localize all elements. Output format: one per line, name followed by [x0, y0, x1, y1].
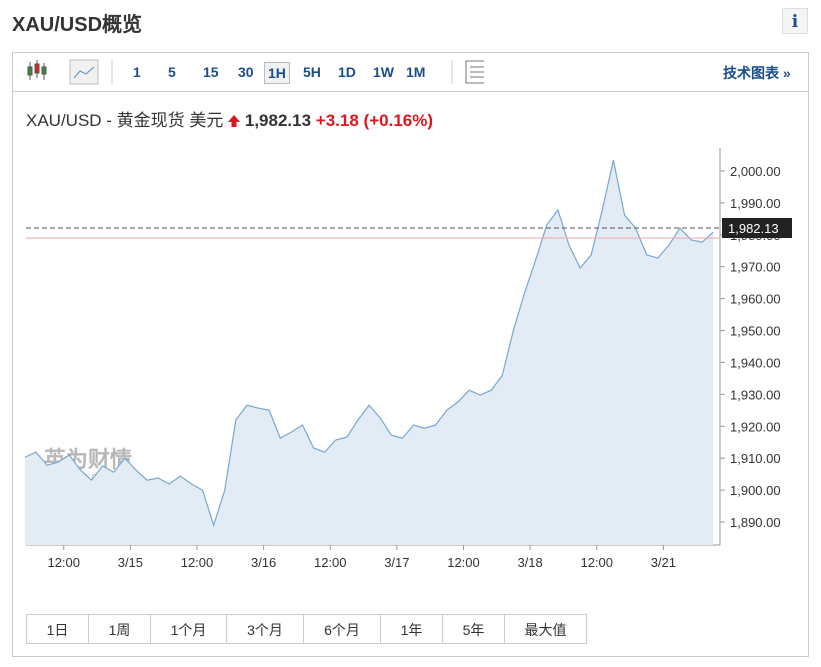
y-tick-label: 1,900.00: [730, 483, 781, 498]
x-tick-label: 3/17: [384, 555, 409, 570]
x-tick-label: 12:00: [447, 555, 480, 570]
y-tick-label: 1,920.00: [730, 419, 781, 434]
interval-button[interactable]: 5H: [303, 64, 321, 80]
candle-icon[interactable]: [27, 60, 47, 80]
toolbar-icons: [27, 59, 484, 85]
change: +3.18: [315, 111, 359, 130]
last-price-box: [722, 218, 792, 239]
interval-button[interactable]: 1W: [373, 64, 394, 80]
range-button[interactable]: 1周: [88, 614, 151, 644]
last-price-label: 1,982.13: [728, 221, 779, 236]
interval-button[interactable]: 1D: [338, 64, 356, 80]
range-button[interactable]: 1个月: [150, 614, 227, 644]
up-arrow: [228, 115, 241, 127]
y-tick-label: 1,910.00: [730, 451, 781, 466]
interval-button[interactable]: 1M: [406, 64, 426, 80]
x-tick-label: 3/18: [517, 555, 542, 570]
x-tick-label: 3/21: [651, 555, 676, 570]
interval-button[interactable]: 1: [133, 64, 141, 80]
x-tick-label: 12:00: [314, 555, 347, 570]
range-button[interactable]: 1日: [26, 614, 89, 644]
range-button[interactable]: 最大值: [504, 614, 587, 644]
range-button[interactable]: 1年: [380, 614, 443, 644]
quote: XAU/USD - 黄金现货 美元 1,982.13 +3.18 (+0.16%…: [26, 106, 433, 131]
toolbar: [13, 53, 808, 92]
y-tick-label: 1,990.00: [730, 196, 781, 211]
instrument: XAU/USD - 黄金现货 美元: [26, 111, 224, 130]
y-tick-label: 2,000.00: [730, 164, 781, 179]
y-tick-label: 1,960.00: [730, 292, 781, 307]
y-tick-label: 1,970.00: [730, 260, 781, 275]
range-button[interactable]: 6个月: [303, 614, 381, 644]
change-pct: (+0.16%): [363, 111, 433, 130]
interval-button[interactable]: 1H: [264, 62, 290, 84]
y-tick-label: 1,890.00: [730, 515, 781, 530]
x-tick-label: 3/16: [251, 555, 276, 570]
chart: 1,890.00 1,900.00 1,910.00 1,920.00 1,930.00…: [24, 148, 792, 570]
y-tick-label: 1,940.00: [730, 355, 781, 370]
range-button[interactable]: 3个月: [226, 614, 304, 644]
panel: [12, 52, 809, 657]
interval-button[interactable]: 5: [168, 64, 176, 80]
interval-button[interactable]: 30: [238, 64, 254, 80]
x-tick-label: 3/15: [118, 555, 143, 570]
info-button[interactable]: i: [782, 8, 808, 34]
title: XAU/USD概览: [12, 14, 143, 36]
range-button[interactable]: 5年: [442, 614, 505, 644]
y-tick-label: 1,930.00: [730, 387, 781, 402]
x-tick-label: 12:00: [580, 555, 613, 570]
y-tick-label: 1,950.00: [730, 324, 781, 339]
area: [24, 160, 714, 545]
tech-chart-link[interactable]: 技术图表 »: [723, 65, 791, 81]
line-icon[interactable]: [69, 59, 99, 85]
x-tick-label: 12:00: [47, 555, 80, 570]
price-line: [24, 159, 714, 528]
interval-button[interactable]: 15: [203, 64, 219, 80]
x-tick-label: 12:00: [181, 555, 214, 570]
price: 1,982.13: [244, 111, 312, 130]
